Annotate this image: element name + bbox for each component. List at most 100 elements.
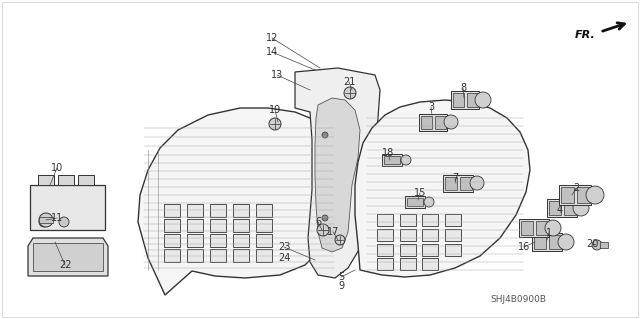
Bar bbox=[443, 175, 473, 192]
Text: 22: 22 bbox=[59, 260, 71, 270]
Text: 23: 23 bbox=[278, 242, 290, 252]
Bar bbox=[382, 154, 402, 166]
Bar bbox=[400, 244, 416, 256]
Bar bbox=[549, 201, 561, 215]
Circle shape bbox=[317, 224, 329, 236]
Bar bbox=[256, 219, 272, 232]
Bar bbox=[187, 234, 203, 247]
Text: 19: 19 bbox=[269, 105, 281, 115]
Bar bbox=[547, 199, 577, 217]
Bar bbox=[233, 204, 249, 217]
Bar bbox=[38, 175, 54, 185]
Circle shape bbox=[475, 92, 491, 108]
Bar bbox=[33, 243, 103, 271]
Bar bbox=[256, 204, 272, 217]
Bar bbox=[30, 185, 105, 230]
Bar bbox=[210, 249, 226, 262]
Text: 15: 15 bbox=[414, 188, 426, 198]
Circle shape bbox=[586, 186, 604, 204]
Bar bbox=[377, 244, 393, 256]
Bar bbox=[519, 219, 549, 237]
Circle shape bbox=[592, 240, 602, 250]
Bar bbox=[419, 114, 447, 131]
Circle shape bbox=[335, 235, 345, 245]
Bar bbox=[422, 258, 438, 270]
Text: 21: 21 bbox=[343, 77, 355, 87]
Text: 8: 8 bbox=[460, 83, 466, 93]
Text: 20: 20 bbox=[586, 239, 598, 249]
Bar bbox=[78, 175, 94, 185]
Bar bbox=[422, 229, 438, 241]
Bar bbox=[400, 258, 416, 270]
Bar bbox=[187, 219, 203, 232]
Bar bbox=[187, 204, 203, 217]
Circle shape bbox=[269, 118, 281, 130]
Bar bbox=[445, 214, 461, 226]
Bar bbox=[561, 187, 574, 203]
Text: 16: 16 bbox=[518, 242, 530, 252]
Bar bbox=[435, 116, 446, 129]
Text: 6: 6 bbox=[315, 217, 321, 227]
Bar bbox=[187, 249, 203, 262]
Circle shape bbox=[424, 197, 434, 207]
Circle shape bbox=[344, 87, 356, 99]
Text: 2: 2 bbox=[573, 183, 579, 193]
Bar bbox=[453, 93, 464, 107]
Bar bbox=[210, 219, 226, 232]
Circle shape bbox=[39, 217, 49, 227]
Bar bbox=[600, 242, 608, 248]
Bar bbox=[445, 177, 457, 190]
Bar bbox=[445, 244, 461, 256]
Text: 3: 3 bbox=[428, 102, 434, 112]
Bar bbox=[233, 219, 249, 232]
Bar bbox=[233, 249, 249, 262]
Bar bbox=[521, 221, 533, 235]
Bar bbox=[405, 196, 425, 208]
Text: SHJ4B0900B: SHJ4B0900B bbox=[490, 295, 546, 305]
Bar bbox=[210, 204, 226, 217]
Circle shape bbox=[59, 217, 69, 227]
Bar bbox=[210, 234, 226, 247]
Bar bbox=[164, 204, 180, 217]
Text: 17: 17 bbox=[327, 227, 339, 237]
Text: 5: 5 bbox=[338, 272, 344, 282]
Bar bbox=[377, 258, 393, 270]
Circle shape bbox=[470, 176, 484, 190]
Bar bbox=[164, 234, 180, 247]
Bar bbox=[559, 185, 591, 205]
Bar bbox=[377, 229, 393, 241]
Bar bbox=[460, 177, 472, 190]
Text: 14: 14 bbox=[266, 47, 278, 57]
Bar bbox=[421, 116, 432, 129]
Bar bbox=[377, 214, 393, 226]
Text: 10: 10 bbox=[51, 163, 63, 173]
Polygon shape bbox=[315, 98, 360, 252]
Polygon shape bbox=[138, 108, 338, 295]
Text: 18: 18 bbox=[382, 148, 394, 158]
Bar bbox=[577, 187, 590, 203]
Text: 9: 9 bbox=[338, 281, 344, 291]
Bar bbox=[536, 221, 548, 235]
Bar bbox=[233, 234, 249, 247]
Circle shape bbox=[558, 234, 574, 250]
Bar bbox=[422, 244, 438, 256]
Bar bbox=[384, 156, 400, 164]
Bar bbox=[422, 214, 438, 226]
Circle shape bbox=[545, 220, 561, 236]
Text: 11: 11 bbox=[51, 213, 63, 223]
Circle shape bbox=[322, 132, 328, 138]
Bar bbox=[164, 249, 180, 262]
Text: FR.: FR. bbox=[575, 30, 596, 40]
Circle shape bbox=[573, 200, 589, 216]
Circle shape bbox=[322, 215, 328, 221]
Bar bbox=[164, 219, 180, 232]
Bar bbox=[445, 229, 461, 241]
Bar bbox=[564, 201, 576, 215]
Bar bbox=[400, 214, 416, 226]
Text: 13: 13 bbox=[271, 70, 283, 80]
Bar bbox=[467, 93, 478, 107]
Bar bbox=[407, 198, 423, 206]
Bar bbox=[256, 234, 272, 247]
Bar bbox=[532, 233, 562, 251]
Circle shape bbox=[401, 155, 411, 165]
